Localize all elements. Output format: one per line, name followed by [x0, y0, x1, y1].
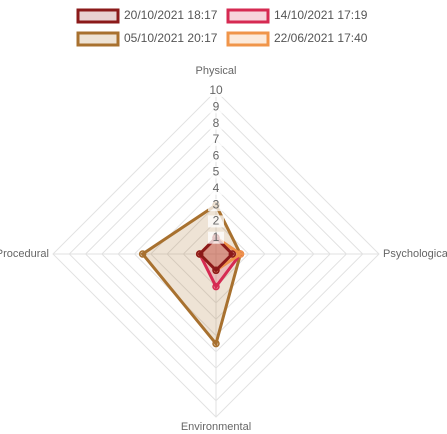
tick-label: 7	[213, 132, 220, 146]
point	[212, 339, 220, 348]
tick-backdrop	[208, 182, 224, 195]
point	[236, 250, 245, 258]
tick-backdrop	[208, 133, 224, 146]
series-area	[197, 235, 235, 273]
legend-label: 05/10/2021 20:17	[124, 31, 218, 45]
point	[195, 250, 204, 258]
point	[212, 266, 220, 275]
legend-swatch	[226, 31, 270, 47]
legend: 20/10/2021 18:17 14/10/2021 17:19 05/10/20…	[76, 8, 368, 47]
tick-backdrop	[208, 231, 224, 244]
axis-label: Psychological	[383, 248, 447, 260]
legend-swatch	[226, 8, 270, 24]
tick-backdrop	[208, 166, 224, 179]
tick-backdrop	[208, 215, 224, 228]
tick-backdrop	[208, 117, 224, 130]
tick-label: 1	[213, 230, 220, 244]
tick-backdrop	[208, 101, 224, 114]
axis-label: Environmental	[181, 421, 251, 433]
tick-label: 9	[213, 99, 220, 113]
tick-backdrop	[208, 85, 224, 97]
tick-label: 2	[213, 214, 220, 228]
tick-label: 10	[209, 83, 223, 97]
point	[212, 282, 220, 291]
point	[138, 250, 147, 258]
legend-swatch	[76, 8, 120, 24]
tick-label: 5	[213, 165, 220, 179]
axis-label: Procedural	[0, 248, 49, 260]
legend-label: 22/06/2021 17:40	[274, 31, 368, 45]
tick-backdrop	[208, 150, 224, 163]
tick-label: 4	[213, 181, 220, 195]
legend-label: 20/10/2021 18:17	[124, 8, 218, 22]
tick-label: 3	[213, 197, 220, 211]
legend-swatch	[76, 31, 120, 47]
axis-label: Physical	[196, 65, 237, 77]
tick-label: 8	[213, 116, 220, 130]
point	[228, 250, 237, 258]
tick-label: 6	[213, 148, 220, 162]
legend-label: 14/10/2021 17:19	[274, 8, 368, 22]
tick-backdrop	[208, 199, 224, 212]
